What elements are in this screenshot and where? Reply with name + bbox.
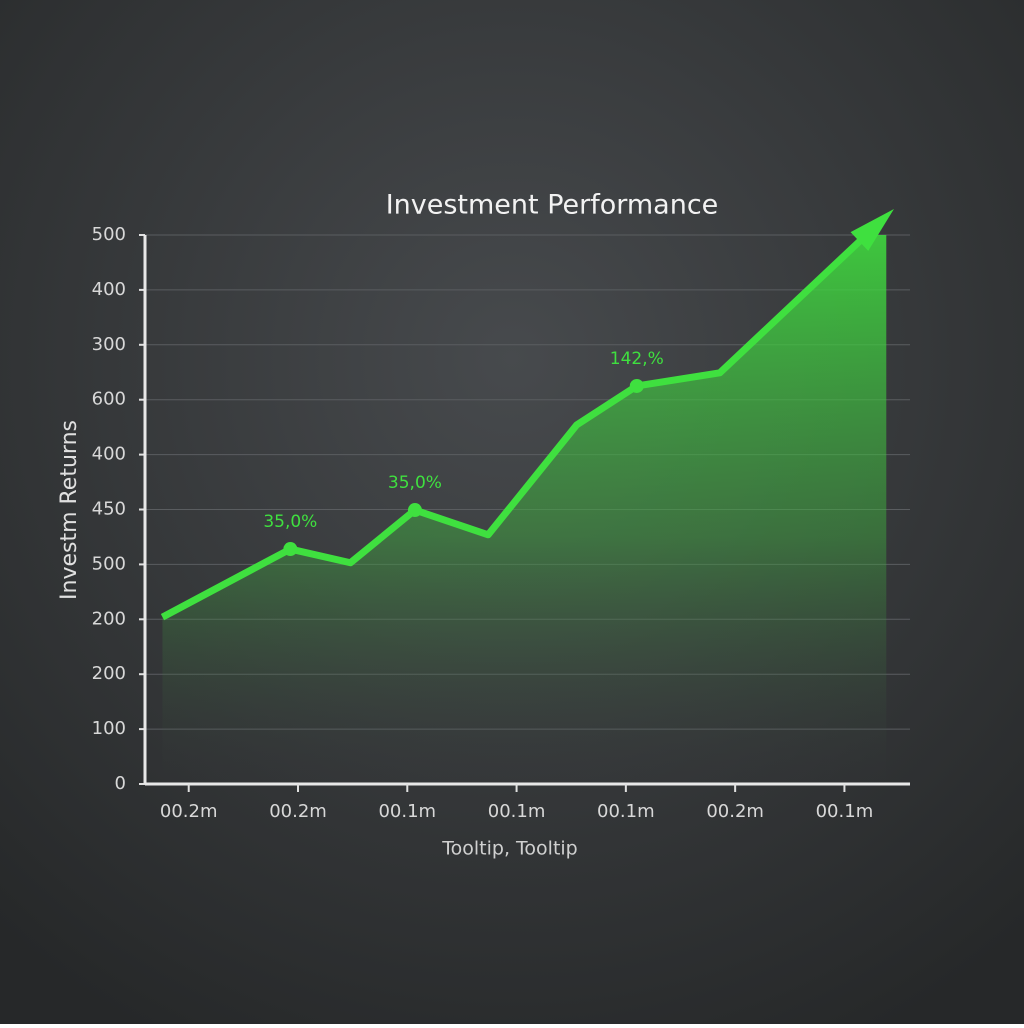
y-tick-label: 0 bbox=[115, 773, 126, 794]
y-tick-label: 200 bbox=[92, 608, 126, 629]
point-marker bbox=[407, 503, 422, 518]
x-tick-label: 00.1m bbox=[378, 801, 436, 822]
y-tick-label: 200 bbox=[92, 663, 126, 684]
y-tick-label: 500 bbox=[92, 553, 126, 574]
point-marker bbox=[283, 542, 298, 557]
x-tick-label: 00.1m bbox=[597, 801, 655, 822]
y-tick-label: 300 bbox=[92, 334, 126, 355]
point-marker bbox=[629, 378, 644, 393]
x-tick-label: 00.2m bbox=[706, 801, 764, 822]
x-axis-label: Tooltip, Tooltip bbox=[441, 838, 577, 860]
y-tick-label: 600 bbox=[92, 389, 126, 410]
x-tick-label: 00.2m bbox=[160, 801, 218, 822]
area-fill bbox=[162, 235, 887, 784]
x-tick-label: 00.1m bbox=[816, 801, 874, 822]
y-axis-label: Investm Returns bbox=[57, 420, 82, 600]
arrow-head bbox=[850, 208, 894, 251]
annotation: 142,% bbox=[610, 349, 664, 369]
annotation: 35,0% bbox=[388, 473, 442, 493]
y-tick-label: 400 bbox=[92, 444, 126, 465]
y-tick-label: 100 bbox=[92, 718, 126, 739]
x-tick-label: 00.1m bbox=[488, 801, 546, 822]
line bbox=[160, 232, 869, 621]
x-tick-label: 00.2m bbox=[269, 801, 327, 822]
y-tick-label: 400 bbox=[92, 279, 126, 300]
y-tick-label: 450 bbox=[92, 499, 126, 520]
y-tick-label: 500 bbox=[92, 224, 126, 245]
annotation: 35,0% bbox=[263, 512, 317, 532]
chart-title: Investment Performance bbox=[386, 190, 719, 221]
